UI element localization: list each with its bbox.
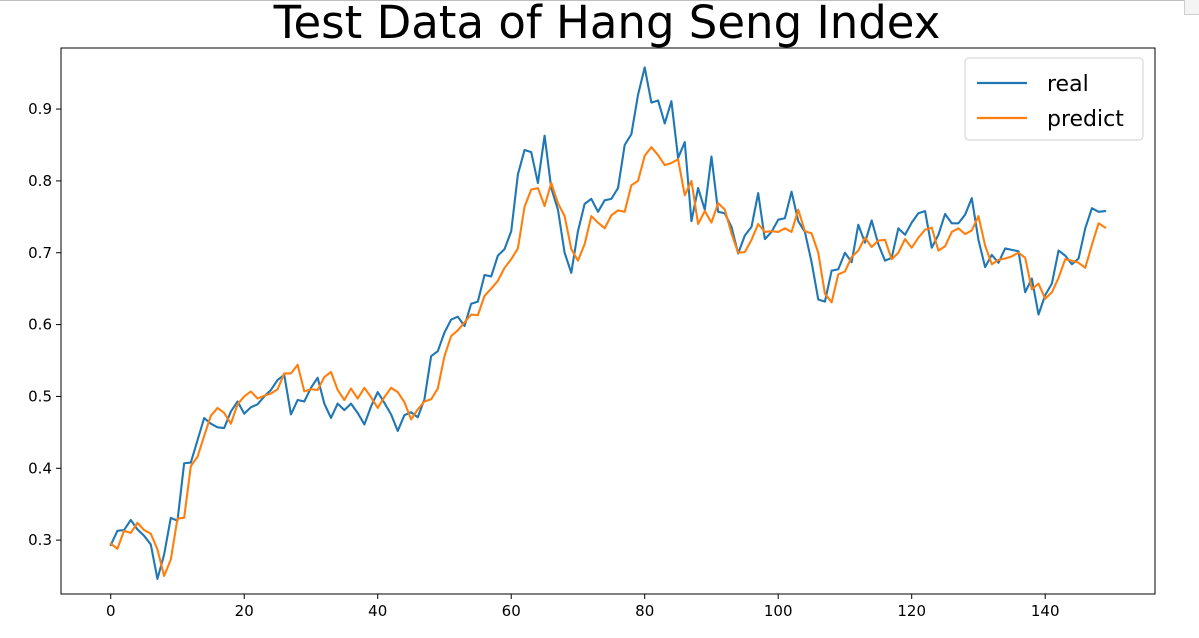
legend-label-predict: predict [1047, 107, 1124, 132]
y-tick-label: 0.4 [28, 459, 52, 477]
x-tick-label: 20 [235, 602, 254, 620]
legend-label-real: real [1047, 72, 1089, 97]
x-tick-label: 0 [106, 602, 116, 620]
x-tick-label: 60 [502, 602, 521, 620]
series-line-predict [109, 146, 1107, 578]
chart-title: Test Data of Hang Seng Index [273, 0, 941, 49]
x-tick-label: 40 [368, 602, 387, 620]
y-tick-label: 0.7 [28, 244, 52, 262]
series-layer [109, 66, 1107, 580]
series-line-real [109, 66, 1107, 580]
window-corner [1184, 0, 1199, 15]
y-tick-label: 0.8 [28, 172, 52, 190]
y-tick-label: 0.5 [28, 387, 52, 405]
top-border [0, 0, 1199, 1]
legend-frame [964, 57, 1144, 141]
y-tick-label: 0.9 [28, 100, 52, 118]
legend: real predict [964, 57, 1144, 141]
x-tick-label: 100 [764, 602, 793, 620]
x-tick-label: 120 [897, 602, 926, 620]
y-tick-label: 0.6 [28, 316, 52, 334]
y-tick-label: 0.3 [28, 531, 52, 549]
x-tick-label: 140 [1031, 602, 1060, 620]
x-tick-label: 80 [635, 602, 654, 620]
tick-layer: 0 20 40 60 80 100 120 140 0.3 0.4 0.5 0.6 0.7 0.8 0.9 [28, 100, 1059, 620]
